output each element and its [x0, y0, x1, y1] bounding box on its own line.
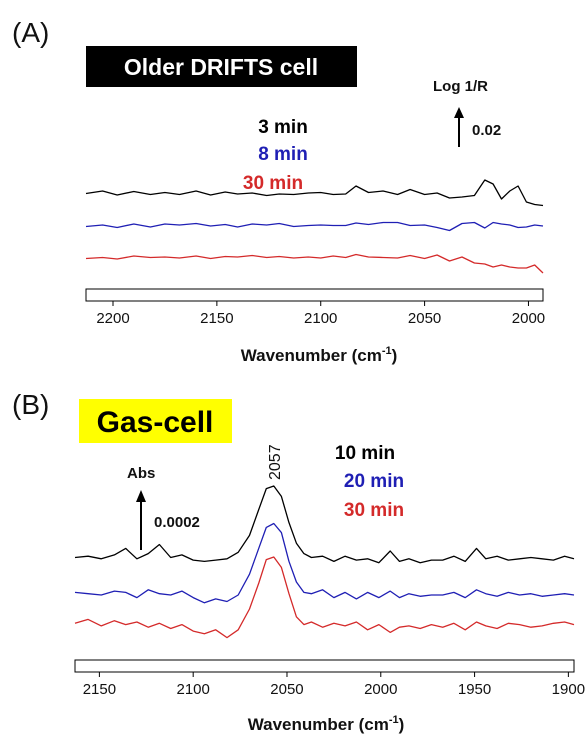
panel-b-x-axis-title-sup: -1	[389, 714, 399, 726]
panel-b-scale-label: Abs	[127, 465, 155, 482]
panel-b-x-tick-label-4: 1950	[458, 681, 491, 698]
panel-a-x-tick-label-4: 2000	[512, 310, 545, 327]
panel-b-legend-2: 30 min	[344, 500, 404, 521]
panel-a-scale-arrow-head	[454, 107, 464, 118]
panel-b-peak-annotation: 2057	[267, 444, 284, 480]
panel-a-series-line-0	[85, 179, 544, 207]
panel-a-x-ticks: 2200 2150 2100 2050 2000	[96, 301, 545, 327]
panel-b-x-tick-label-2: 2050	[270, 681, 303, 698]
panel-a-title-background	[86, 46, 357, 87]
panel-a-x-tick-label-3: 2050	[408, 310, 441, 327]
panel-a-x-axis-title-sup: -1	[382, 345, 392, 357]
panel-b-x-axis-bar	[74, 659, 575, 673]
panel-a: (A) Older DRIFTS cell 3 min 8 min 30 min…	[12, 17, 545, 365]
panel-a-x-tick-label-0: 2200	[96, 310, 129, 327]
panel-a-x-axis-title-main: Wavenumber (cm	[241, 346, 382, 365]
panel-b-x-tick-label-1: 2100	[176, 681, 209, 698]
panel-a-title: Older DRIFTS cell	[124, 54, 318, 80]
panel-a-plot-area	[85, 179, 544, 274]
panel-b-x-axis-title: Wavenumber (cm-1)	[248, 714, 405, 734]
panel-b-x-tick-label-0: 2150	[83, 681, 116, 698]
panel-a-legend-2: 30 min	[243, 173, 303, 194]
panel-b-x-axis-title-main: Wavenumber (cm	[248, 715, 389, 734]
panel-b: (B) Gas-cell 10 min 20 min 30 min Abs 0.…	[12, 389, 585, 734]
panel-b-scale-arrow-head	[136, 490, 146, 502]
panel-a-series-line-2	[85, 253, 544, 274]
panel-a-legend-0: 3 min	[258, 117, 308, 138]
panel-a-legend-1: 8 min	[258, 144, 308, 165]
panel-b-title: Gas-cell	[97, 406, 214, 439]
panel-b-series-line-2	[74, 556, 575, 639]
panel-b-x-axis-title-end: )	[399, 715, 405, 734]
panel-b-legend-0: 10 min	[335, 443, 395, 464]
panel-b-title-background	[79, 399, 232, 443]
panel-a-scale-value: 0.02	[472, 122, 501, 139]
panel-b-series-line-1	[74, 522, 575, 604]
panel-b-plot-area	[74, 485, 575, 639]
panel-b-x-tick-label-3: 2000	[364, 681, 397, 698]
panel-b-legend-1: 20 min	[344, 471, 404, 492]
panel-a-scale-label: Log 1/R	[433, 78, 488, 95]
panel-b-series-line-0	[74, 485, 575, 564]
panel-b-x-tick-label-5: 1900	[552, 681, 585, 698]
panel-a-label: (A)	[12, 17, 49, 48]
panel-b-label: (B)	[12, 389, 49, 420]
panel-a-x-axis-title-end: )	[392, 346, 398, 365]
panel-a-x-tick-label-1: 2150	[200, 310, 233, 327]
panel-b-x-ticks: 2150 2100 2050 2000 1950 1900	[83, 672, 585, 698]
panel-a-x-axis-bar	[85, 288, 544, 302]
panel-b-scale-value: 0.0002	[154, 514, 200, 531]
panel-a-x-axis-title: Wavenumber (cm-1)	[241, 345, 398, 365]
panel-a-x-tick-label-2: 2100	[304, 310, 337, 327]
panel-a-series-line-1	[85, 221, 544, 232]
